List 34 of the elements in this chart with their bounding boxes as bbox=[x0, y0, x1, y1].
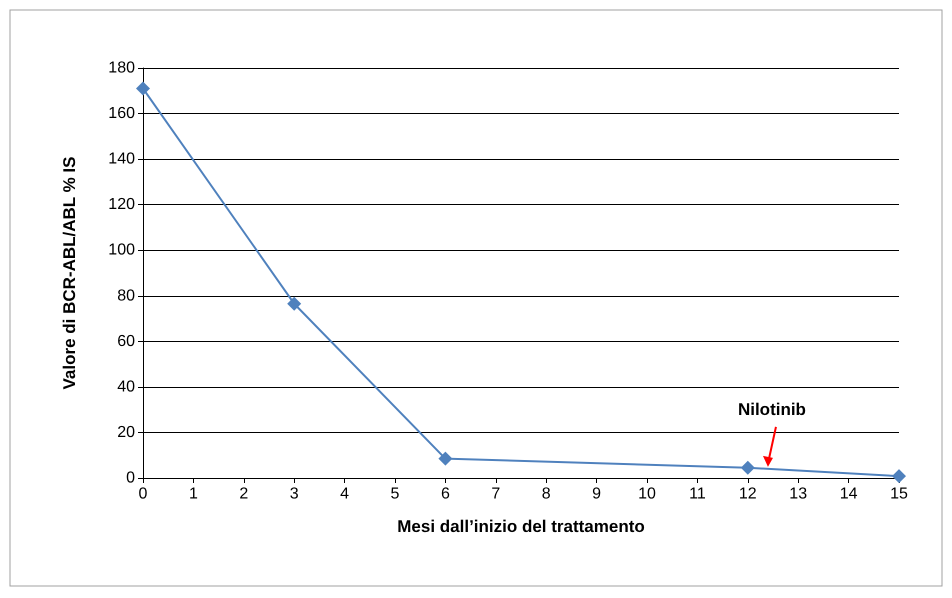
y-tick-label: 20 bbox=[117, 424, 136, 441]
point bbox=[287, 296, 302, 311]
x-tick-label: 11 bbox=[689, 486, 706, 502]
x-tick-label: 1 bbox=[188, 486, 198, 502]
y-tick-label: 80 bbox=[117, 287, 136, 304]
point bbox=[892, 469, 906, 484]
x-tick-label: 13 bbox=[789, 486, 808, 502]
y-tick-label: 40 bbox=[117, 378, 136, 396]
x-tick-label: 3 bbox=[290, 486, 299, 502]
x-tick-label: 6 bbox=[440, 486, 450, 502]
point bbox=[438, 452, 452, 466]
x-tick-label: 8 bbox=[542, 486, 551, 502]
y-tick-label: 0 bbox=[126, 470, 136, 486]
x-tick-label: 4 bbox=[340, 486, 350, 502]
y-tick-label: 180 bbox=[108, 60, 136, 76]
y-tick-label: 100 bbox=[108, 242, 136, 259]
y-tick-label: 140 bbox=[108, 150, 136, 168]
x-tick-label: 15 bbox=[890, 486, 908, 502]
x-tick-label: 14 bbox=[840, 486, 858, 502]
annotation: Nilotinib bbox=[738, 400, 806, 419]
y-axis-title: Valore di BCR-ABL/ABL % IS bbox=[60, 156, 79, 390]
y-tick-label: 60 bbox=[117, 332, 136, 350]
point bbox=[136, 82, 150, 96]
y-tick-label: 160 bbox=[108, 105, 136, 122]
x-tick-label: 9 bbox=[592, 486, 602, 502]
x-tick-label: 5 bbox=[390, 486, 400, 502]
point bbox=[740, 460, 755, 475]
y-tick-label: 120 bbox=[108, 196, 136, 214]
x-tick-label: 7 bbox=[491, 486, 500, 502]
x-axis-title: Mesi dall’inizio del trattamento bbox=[397, 517, 645, 536]
x-tick-label: 12 bbox=[738, 486, 757, 502]
x-tick-label: 2 bbox=[239, 486, 248, 502]
x-tick-label: 10 bbox=[638, 486, 656, 502]
x-tick-label: 0 bbox=[138, 486, 148, 502]
